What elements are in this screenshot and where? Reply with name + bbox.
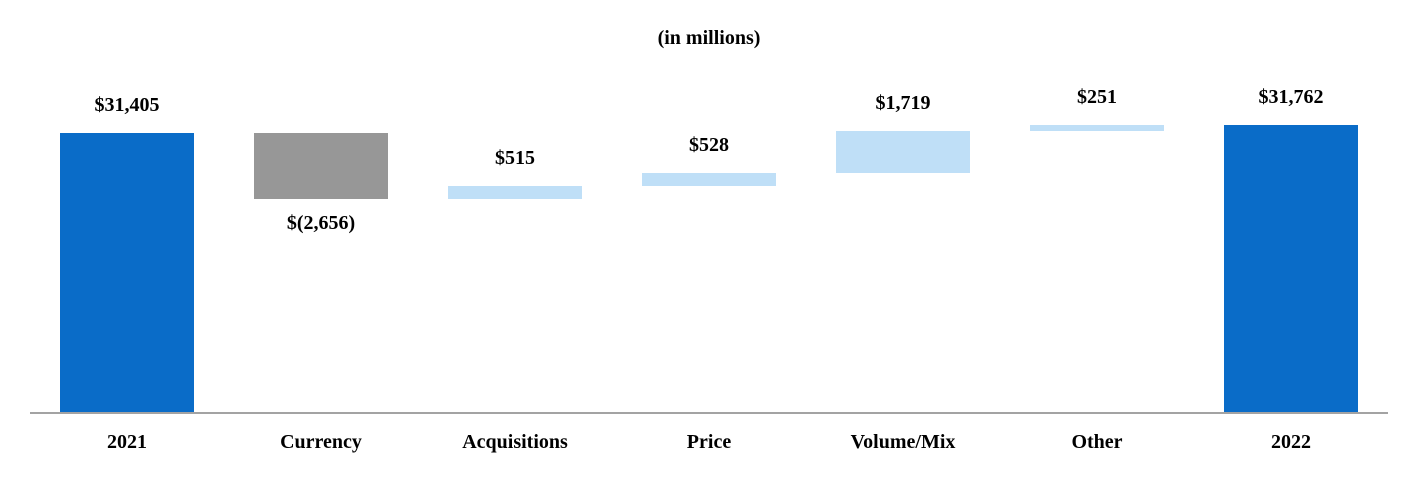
bar-value-label-acquisitions: $515 (495, 146, 535, 169)
bar-price (642, 172, 776, 186)
bar-value-label-price: $528 (689, 133, 729, 156)
bar-value-label-volume-mix: $1,719 (875, 91, 931, 114)
x-axis-line (30, 412, 1388, 414)
bar-currency (254, 133, 388, 199)
bar-value-label-currency: $(2,656) (286, 211, 356, 234)
chart-title: (in millions) (657, 27, 761, 49)
bar-value-label-2021: $31,405 (94, 94, 160, 117)
bar-value-label-other: $251 (1077, 85, 1117, 108)
bar-2022 (1224, 124, 1358, 413)
bar-acquisitions (448, 185, 582, 199)
category-label-other: Other (1071, 431, 1123, 453)
bar-other (1030, 124, 1164, 131)
bar-2021 (60, 133, 194, 413)
bar-value-label-2022: $31,762 (1258, 85, 1324, 108)
bar-volume-mix (836, 130, 970, 173)
category-label-currency: Currency (280, 431, 362, 453)
category-label-2022: 2022 (1271, 431, 1311, 453)
category-label-volume-mix: Volume/Mix (850, 431, 956, 453)
category-label-price: Price (686, 431, 732, 453)
category-label-acquisitions: Acquisitions (462, 431, 568, 453)
category-label-2021: 2021 (107, 431, 147, 453)
